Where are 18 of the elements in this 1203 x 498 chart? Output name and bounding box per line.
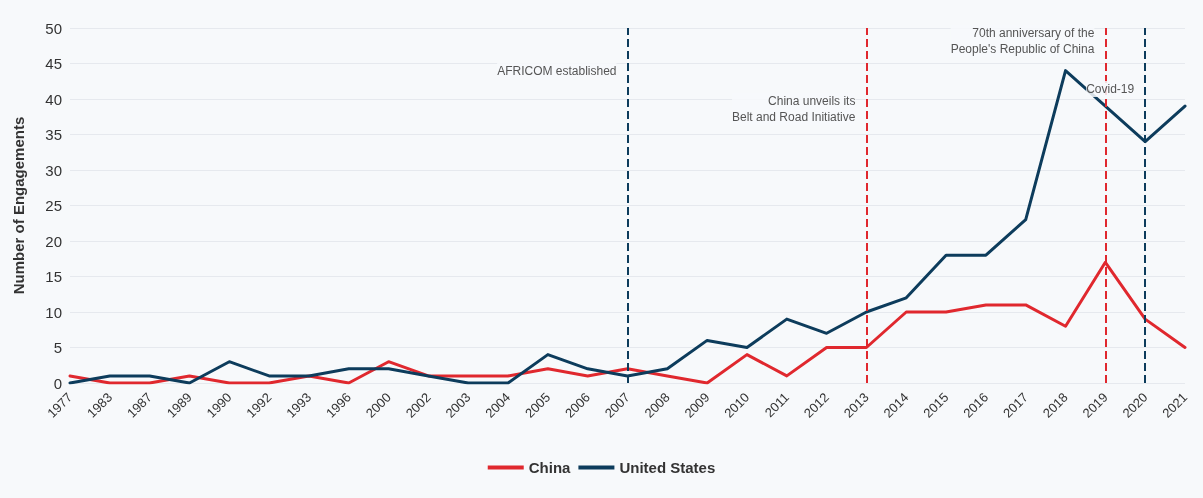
legend-label: United States xyxy=(619,459,716,476)
legend-label: China xyxy=(528,459,572,476)
y-tick-label: 30 xyxy=(45,161,62,179)
y-tick-label: 0 xyxy=(53,374,62,392)
y-tick-label: 20 xyxy=(45,232,62,250)
ref-line-label: 70th anniversary of the People's Republic of China xyxy=(950,26,1095,56)
ref-line-label: AFRICOM established xyxy=(497,64,617,78)
y-tick-label: 35 xyxy=(45,126,62,143)
y-tick-label: 10 xyxy=(45,303,62,321)
y-tick-label: 45 xyxy=(45,55,62,72)
y-tick-label: 25 xyxy=(45,197,62,214)
y-tick-label: 50 xyxy=(45,19,62,37)
y-tick-label: 5 xyxy=(53,339,62,356)
ref-line-label: China unveils its Belt and Road Initiative xyxy=(732,94,856,124)
ref-line-label: Covid-19 xyxy=(1086,82,1135,96)
y-axis-title: Number of Engagements xyxy=(10,116,27,295)
y-tick-label: 40 xyxy=(45,90,62,108)
y-tick-label: 15 xyxy=(45,268,62,285)
